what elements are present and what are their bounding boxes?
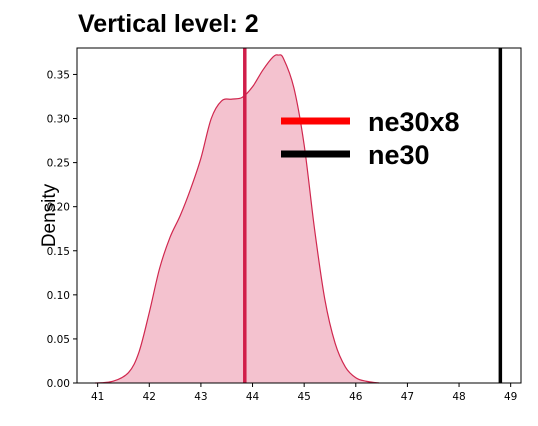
density-fill (95, 54, 380, 384)
x-tick-label: 46 (349, 391, 363, 403)
y-tick-label: 0.25 (47, 158, 70, 170)
x-axis-ticks: 41 42 43 44 45 46 47 48 49 (91, 383, 517, 403)
x-tick-label: 49 (504, 391, 517, 403)
y-tick-label: 0.05 (47, 334, 70, 346)
legend-label-ne30x8: ne30x8 (368, 107, 460, 137)
y-tick-label: 0.10 (47, 290, 70, 302)
y-tick-label: 0.30 (47, 114, 70, 126)
x-tick-label: 48 (452, 391, 465, 403)
density-area (95, 54, 380, 384)
x-tick-label: 44 (246, 391, 260, 403)
x-tick-label: 47 (401, 391, 414, 403)
y-tick-label: 0.35 (47, 69, 70, 81)
plot-frame (76, 47, 522, 384)
x-tick-label: 41 (91, 391, 104, 403)
x-tick-label: 43 (194, 391, 207, 403)
y-axis-label: Density (39, 183, 60, 247)
chart-title: Vertical level: 2 (78, 10, 259, 38)
plot-axes (76, 47, 522, 384)
x-tick-label: 45 (297, 391, 310, 403)
reference-lines (243, 48, 503, 383)
y-tick-label: 0.20 (47, 202, 70, 214)
x-tick-label: 42 (143, 391, 156, 403)
y-axis-ticks: 0.00 0.05 0.10 0.15 0.20 0.25 0.30 0.35 (47, 69, 77, 390)
y-tick-label: 0.15 (47, 246, 70, 258)
legend-label-ne30: ne30 (368, 140, 430, 170)
y-tick-label: 0.00 (47, 378, 70, 390)
density-curve (95, 54, 380, 384)
